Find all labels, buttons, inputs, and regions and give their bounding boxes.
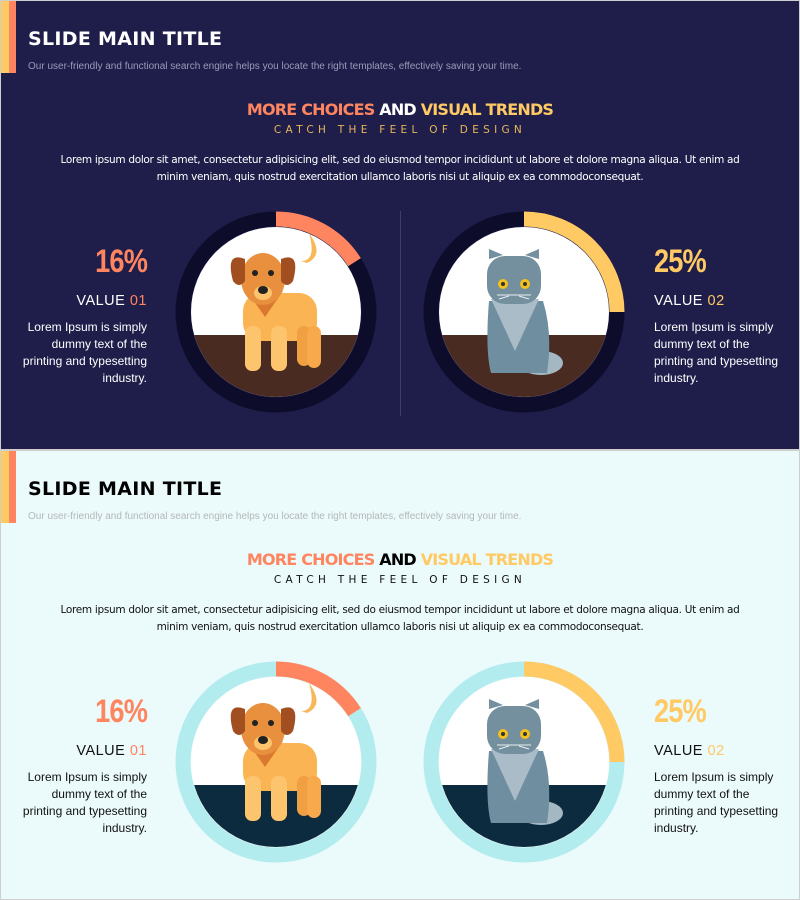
- ring-progress-arc: [523, 661, 625, 763]
- divider: [400, 211, 401, 416]
- ring-progress-arc: [523, 211, 625, 313]
- stat-2-description: Lorem Ipsum is simply dummy text of the …: [654, 320, 779, 385]
- slide-subtitle: Our user-friendly and functional search …: [28, 511, 522, 522]
- ring-progress-arc: [275, 661, 361, 717]
- value-number: 02: [707, 293, 725, 309]
- value-number: 02: [707, 743, 725, 759]
- cat-illustration: [439, 677, 609, 847]
- stat-1-percent: 16%: [95, 243, 148, 279]
- value-word: VALUE: [654, 743, 708, 759]
- value-word: VALUE: [76, 293, 130, 309]
- stat-2-percent: 25%: [654, 693, 707, 729]
- headline-part-3: VISUAL TRENDS: [420, 550, 554, 569]
- dog-illustration: [191, 677, 361, 847]
- ring-progress-arc: [275, 211, 361, 267]
- intro-paragraph: Lorem ipsum dolor sit amet, consectetur …: [60, 604, 740, 633]
- slide-subtitle: Our user-friendly and functional search …: [28, 61, 522, 72]
- stat-2-label: VALUE 02: [654, 743, 725, 759]
- dog-illustration: [191, 227, 361, 397]
- intro-paragraph: Lorem ipsum dolor sit amet, consectetur …: [60, 154, 740, 183]
- slide: SLIDE MAIN TITLE Our user-friendly and f…: [1, 451, 799, 899]
- tagline: CATCH THE FEEL OF DESIGN: [273, 574, 527, 586]
- ring-cat: [423, 661, 625, 863]
- slide: SLIDE MAIN TITLE Our user-friendly and f…: [1, 1, 799, 449]
- tagline: CATCH THE FEEL OF DESIGN: [273, 124, 527, 136]
- ring-dog: [175, 211, 377, 413]
- headline-part-2: AND: [374, 550, 421, 569]
- ring-cat: [423, 211, 625, 413]
- headline: MORE CHOICES AND VISUAL TRENDS: [1, 550, 799, 569]
- value-word: VALUE: [654, 293, 708, 309]
- stat-1-description: Lorem Ipsum is simply dummy text of the …: [22, 770, 147, 835]
- stat-1-label: VALUE 01: [76, 743, 147, 759]
- stat-2-percent: 25%: [654, 243, 707, 279]
- accent-bar: [1, 1, 16, 73]
- ring-charts: [175, 661, 625, 863]
- ring-dog: [175, 661, 377, 863]
- slide-title: SLIDE MAIN TITLE: [28, 28, 223, 50]
- slide-title: SLIDE MAIN TITLE: [28, 478, 223, 500]
- ring-charts: [175, 211, 625, 413]
- headline: MORE CHOICES AND VISUAL TRENDS: [1, 100, 799, 119]
- value-word: VALUE: [76, 743, 130, 759]
- headline-part-1: MORE CHOICES: [246, 100, 375, 119]
- stat-2-label: VALUE 02: [654, 293, 725, 309]
- stat-1-label: VALUE 01: [76, 293, 147, 309]
- value-number: 01: [129, 293, 147, 309]
- value-number: 01: [129, 743, 147, 759]
- stat-1-description: Lorem Ipsum is simply dummy text of the …: [22, 320, 147, 385]
- headline-part-3: VISUAL TRENDS: [420, 100, 554, 119]
- headline-part-1: MORE CHOICES: [246, 550, 375, 569]
- accent-bar: [1, 451, 16, 523]
- stat-1-percent: 16%: [95, 693, 148, 729]
- headline-part-2: AND: [374, 100, 421, 119]
- stat-2-description: Lorem Ipsum is simply dummy text of the …: [654, 770, 779, 835]
